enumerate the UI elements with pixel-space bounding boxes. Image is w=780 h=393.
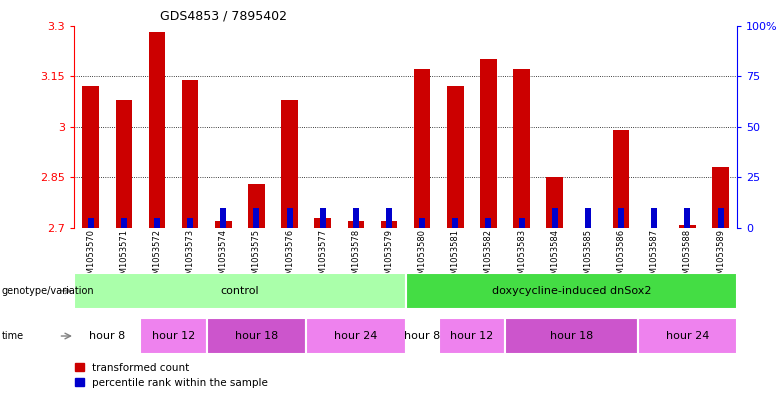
Text: genotype/variation: genotype/variation bbox=[2, 286, 94, 296]
Text: hour 12: hour 12 bbox=[152, 331, 195, 341]
Bar bbox=[480, 59, 497, 228]
Bar bbox=[613, 130, 629, 228]
Bar bbox=[505, 318, 638, 354]
Bar bbox=[712, 167, 729, 228]
Text: hour 8: hour 8 bbox=[89, 331, 126, 341]
Bar bbox=[551, 208, 558, 228]
Bar bbox=[207, 318, 306, 354]
Bar bbox=[438, 318, 505, 354]
Bar bbox=[154, 218, 160, 228]
Bar bbox=[348, 221, 364, 228]
Bar bbox=[254, 208, 260, 228]
Bar bbox=[547, 177, 563, 228]
Bar bbox=[74, 318, 140, 354]
Bar bbox=[220, 208, 226, 228]
Bar bbox=[485, 218, 491, 228]
Bar bbox=[314, 218, 331, 228]
Bar bbox=[414, 70, 431, 228]
Bar bbox=[248, 184, 264, 228]
Bar bbox=[406, 273, 737, 309]
Bar bbox=[381, 221, 397, 228]
Bar bbox=[215, 221, 232, 228]
Bar bbox=[74, 273, 406, 309]
Bar bbox=[282, 100, 298, 228]
Legend: transformed count, percentile rank within the sample: transformed count, percentile rank withi… bbox=[76, 363, 268, 388]
Text: GDS4853 / 7895402: GDS4853 / 7895402 bbox=[160, 10, 287, 23]
Text: time: time bbox=[2, 331, 23, 341]
Bar bbox=[386, 208, 392, 228]
Bar bbox=[718, 208, 724, 228]
Text: hour 18: hour 18 bbox=[550, 331, 593, 341]
Bar bbox=[618, 208, 624, 228]
Bar bbox=[638, 318, 737, 354]
Bar bbox=[187, 218, 193, 228]
Bar bbox=[419, 218, 425, 228]
Bar bbox=[513, 70, 530, 228]
Bar bbox=[149, 32, 165, 228]
Text: hour 8: hour 8 bbox=[404, 331, 440, 341]
Text: hour 24: hour 24 bbox=[334, 331, 378, 341]
Text: doxycycline-induced dnSox2: doxycycline-induced dnSox2 bbox=[491, 286, 651, 296]
Bar bbox=[353, 208, 359, 228]
Bar bbox=[679, 224, 696, 228]
Bar bbox=[182, 79, 198, 228]
Bar bbox=[286, 208, 292, 228]
Bar bbox=[406, 318, 438, 354]
Text: hour 18: hour 18 bbox=[235, 331, 278, 341]
Text: control: control bbox=[221, 286, 259, 296]
Bar bbox=[87, 218, 94, 228]
Bar bbox=[585, 208, 591, 228]
Bar bbox=[140, 318, 207, 354]
Bar bbox=[320, 208, 326, 228]
Bar bbox=[519, 218, 525, 228]
Bar bbox=[115, 100, 132, 228]
Bar bbox=[452, 218, 459, 228]
Bar bbox=[306, 318, 406, 354]
Text: hour 12: hour 12 bbox=[450, 331, 494, 341]
Bar bbox=[447, 86, 463, 228]
Text: hour 24: hour 24 bbox=[665, 331, 709, 341]
Bar bbox=[83, 86, 99, 228]
Bar bbox=[651, 208, 658, 228]
Bar bbox=[684, 208, 690, 228]
Bar bbox=[121, 218, 127, 228]
